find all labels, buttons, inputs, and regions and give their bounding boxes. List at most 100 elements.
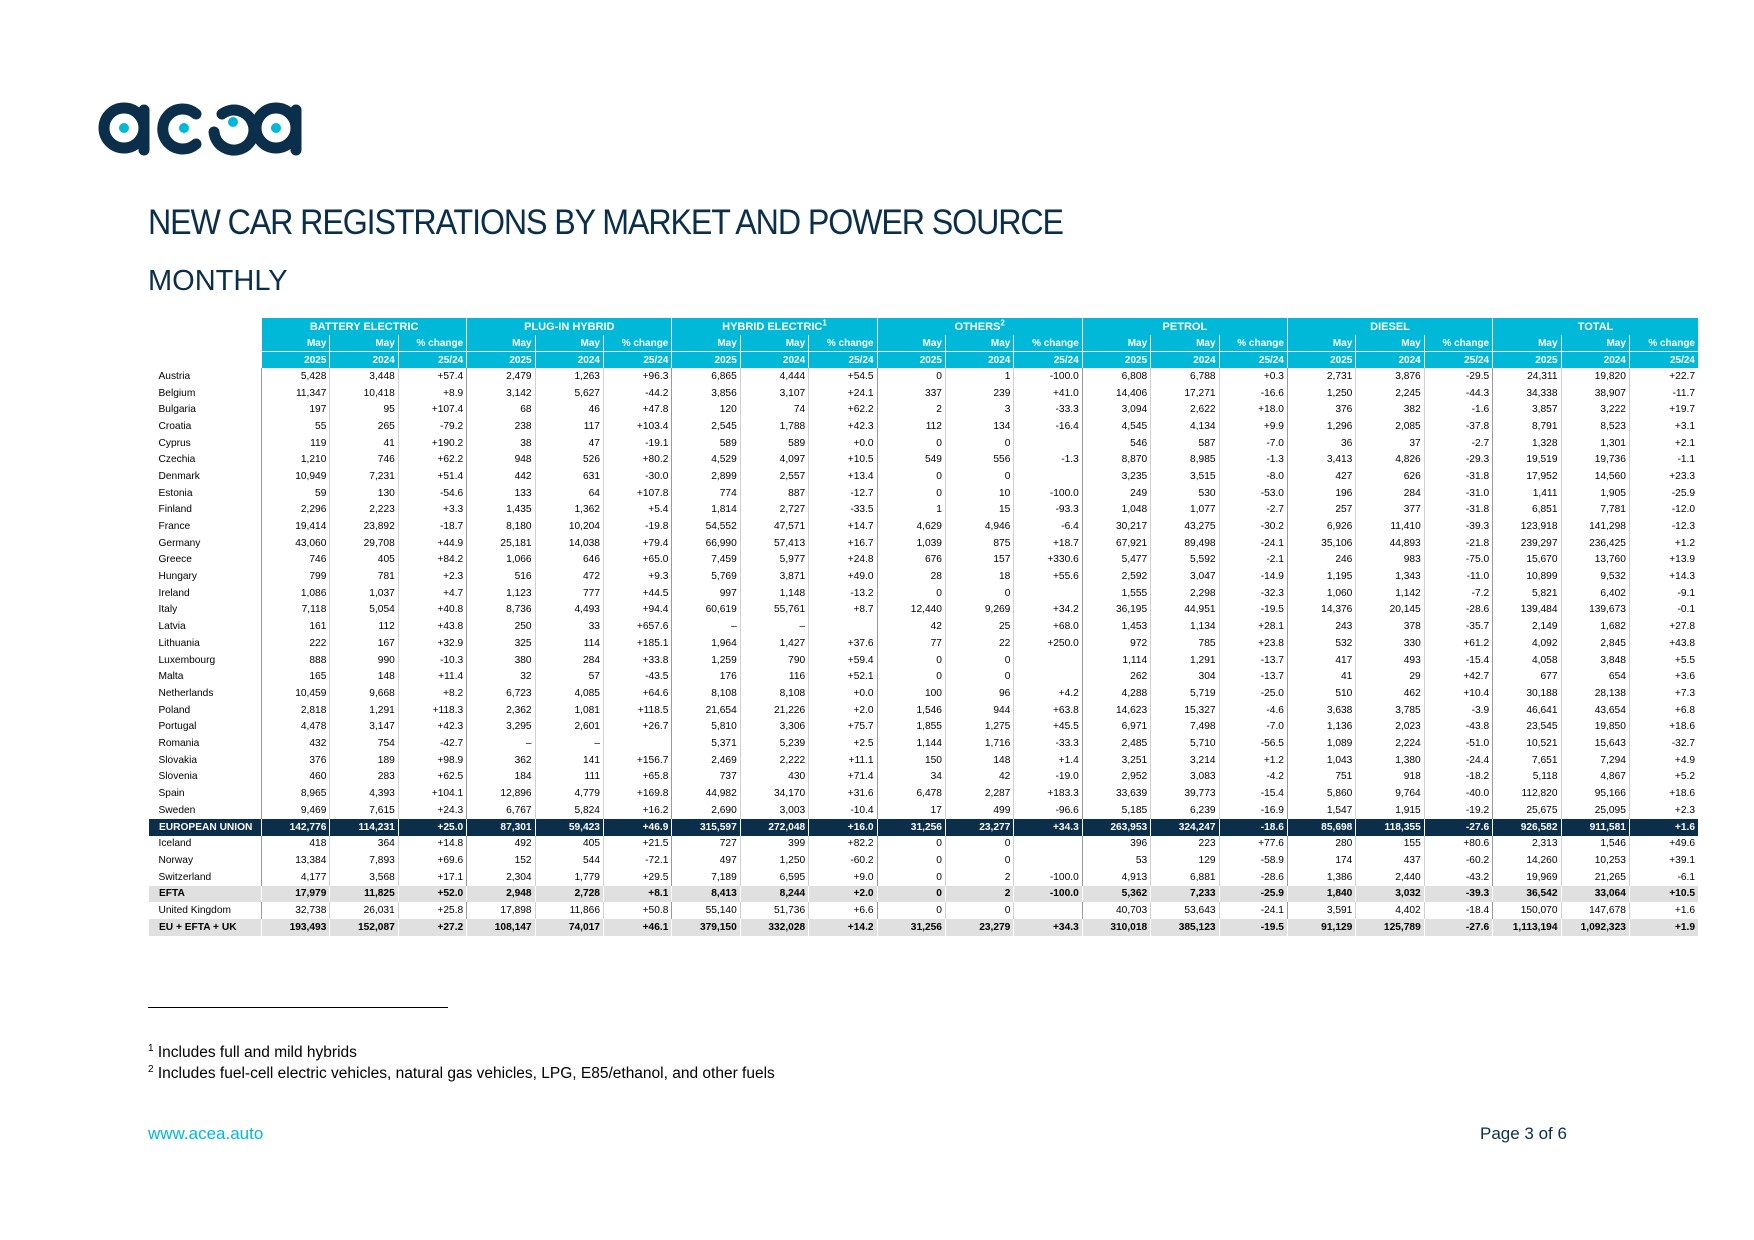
table-cell: +10.5 xyxy=(808,451,878,469)
table-cell: 38 xyxy=(466,434,536,452)
table-cell: 2,592 xyxy=(1081,568,1151,585)
table-cell: 139,673 xyxy=(1560,601,1630,619)
table-row: Switzerland 4,177 3,568 +17.1 2,304 1,779 +29.… xyxy=(149,868,1698,886)
table-cell: 33,639 xyxy=(1081,785,1151,802)
table-cell: 55 xyxy=(260,418,330,435)
table-cell: -2.1 xyxy=(1218,551,1288,569)
table-cell: +8.2 xyxy=(397,685,467,702)
table-cell: 89,498 xyxy=(1150,534,1220,552)
table-cell: 7,615 xyxy=(329,801,399,819)
table-cell: +10.4 xyxy=(1423,685,1493,702)
table-cell: 1,148 xyxy=(739,584,809,602)
table-cell: 23,545 xyxy=(1492,718,1562,736)
group-header: HYBRID ELECTRIC1 xyxy=(671,318,878,335)
table-cell: +0.0 xyxy=(808,685,878,702)
table-cell: -32.3 xyxy=(1218,584,1288,602)
table-cell: +2.0 xyxy=(808,701,878,719)
table-row: Belgium 11,347 10,418 +8.9 3,142 5,627 -44.2 3,… xyxy=(149,384,1698,402)
table-cell: 2,223 xyxy=(329,501,399,519)
table-cell: 250 xyxy=(466,618,536,635)
table-cell: 8,870 xyxy=(1081,451,1151,469)
table-cell: +49.0 xyxy=(808,568,878,585)
table-row: Germany 43,060 29,708 +44.9 25,181 14,038 +79.… xyxy=(149,534,1698,552)
table-row: Iceland 418 364 +14.8 492 405 +21.5 727 399 +82.2… xyxy=(149,835,1698,853)
table-cell: 2,304 xyxy=(466,868,536,886)
group-header: BATTERY ELECTRIC xyxy=(260,318,467,335)
table-cell: 4,288 xyxy=(1081,685,1151,702)
table-cell: +31.6 xyxy=(808,785,878,802)
table-cell: 150,070 xyxy=(1492,902,1562,919)
table-cell: 1,453 xyxy=(1081,618,1151,635)
table-cell: -27.6 xyxy=(1423,818,1493,836)
table-cell: 737 xyxy=(671,768,741,786)
table-cell: 19,519 xyxy=(1492,451,1562,469)
table-cell xyxy=(1013,584,1083,602)
table-cell: 13,760 xyxy=(1560,551,1630,569)
table-cell: 8,244 xyxy=(739,885,809,903)
table-cell: 499 xyxy=(944,801,1014,819)
table-cell: 492 xyxy=(466,835,536,853)
table-cell: 53 xyxy=(1081,852,1151,869)
table-cell: -21.8 xyxy=(1423,534,1493,552)
table-cell: +10.5 xyxy=(1628,885,1698,903)
table-cell: 176 xyxy=(671,668,741,686)
table-cell: +69.6 xyxy=(397,852,467,869)
table-row: Luxembourg 888 990 -10.3 380 284 +33.8 1,259 790… xyxy=(149,651,1698,669)
table-cell: 23,277 xyxy=(944,818,1014,836)
table-cell: +118.3 xyxy=(397,701,467,719)
table-cell: -96.6 xyxy=(1013,801,1083,819)
table-cell: 7,189 xyxy=(671,868,741,886)
table-cell: 7,118 xyxy=(260,601,330,619)
table-cell: +1.6 xyxy=(1628,818,1698,836)
table-cell: +5.2 xyxy=(1628,768,1698,786)
table-cell: 497 xyxy=(671,852,741,869)
table-cell: 888 xyxy=(260,651,330,669)
table-cell: 2,727 xyxy=(739,501,809,519)
table-cell: 236,425 xyxy=(1560,534,1630,552)
table-cell: 3,222 xyxy=(1560,401,1630,419)
column-header: % change xyxy=(808,335,878,352)
table-cell: +52.1 xyxy=(808,668,878,686)
table-cell: 530 xyxy=(1150,484,1220,502)
table-cell: 6,239 xyxy=(1150,801,1220,819)
table-cell: 9,668 xyxy=(329,685,399,702)
table-cell: 17,979 xyxy=(260,885,330,903)
table-cell: 19,820 xyxy=(1560,368,1630,385)
table-cell: +6.6 xyxy=(808,902,878,919)
table-cell: 196 xyxy=(1286,484,1356,502)
table-cell: 66,990 xyxy=(671,534,741,552)
table-cell: 5,239 xyxy=(739,735,809,752)
table-cell: 29,708 xyxy=(329,534,399,552)
table-cell: 785 xyxy=(1150,635,1220,652)
table-cell: 47 xyxy=(534,434,604,452)
table-cell: 10,418 xyxy=(329,384,399,402)
market-name: Switzerland xyxy=(158,871,212,883)
eu-total-row: EUROPEAN UNION 142,776 114,231 +25.0 87,301 5… xyxy=(148,818,1698,836)
table-cell: 493 xyxy=(1355,651,1425,669)
table-cell: 1,043 xyxy=(1286,751,1356,769)
table-cell: 3,147 xyxy=(329,718,399,736)
table-cell: +61.2 xyxy=(1423,635,1493,652)
column-header: 2025 xyxy=(1286,351,1356,368)
table-cell: -1.3 xyxy=(1013,451,1083,469)
table-cell: 25,181 xyxy=(466,534,536,552)
market-name: EU + EFTA + UK xyxy=(148,919,262,936)
table-row: Latvia 161 112 +43.8 250 33 +657.6– –42 25 +68.0 1… xyxy=(149,618,1698,635)
table-cell: 3,785 xyxy=(1355,701,1425,719)
table-cell: -16.4 xyxy=(1013,418,1083,435)
table-cell: 15,670 xyxy=(1492,551,1562,569)
table-cell: 1,039 xyxy=(876,534,946,552)
table-row: Sweden 9,469 7,615 +24.3 6,767 5,824 +16.2 2,69… xyxy=(149,801,1698,819)
table-cell: -31.0 xyxy=(1423,484,1493,502)
column-header: % change xyxy=(1628,335,1698,352)
table-cell: 1,086 xyxy=(260,584,330,602)
table-cell: 0 xyxy=(876,835,946,853)
table-cell: 22 xyxy=(944,635,1014,652)
website-link[interactable]: www.acea.auto xyxy=(148,1124,264,1143)
table-cell: 46,641 xyxy=(1492,701,1562,719)
table-cell: 32 xyxy=(466,668,536,686)
table-cell: 152 xyxy=(466,852,536,869)
table-cell: 0 xyxy=(876,852,946,869)
table-cell: 0 xyxy=(876,368,946,385)
table-cell: +62.2 xyxy=(397,451,467,469)
